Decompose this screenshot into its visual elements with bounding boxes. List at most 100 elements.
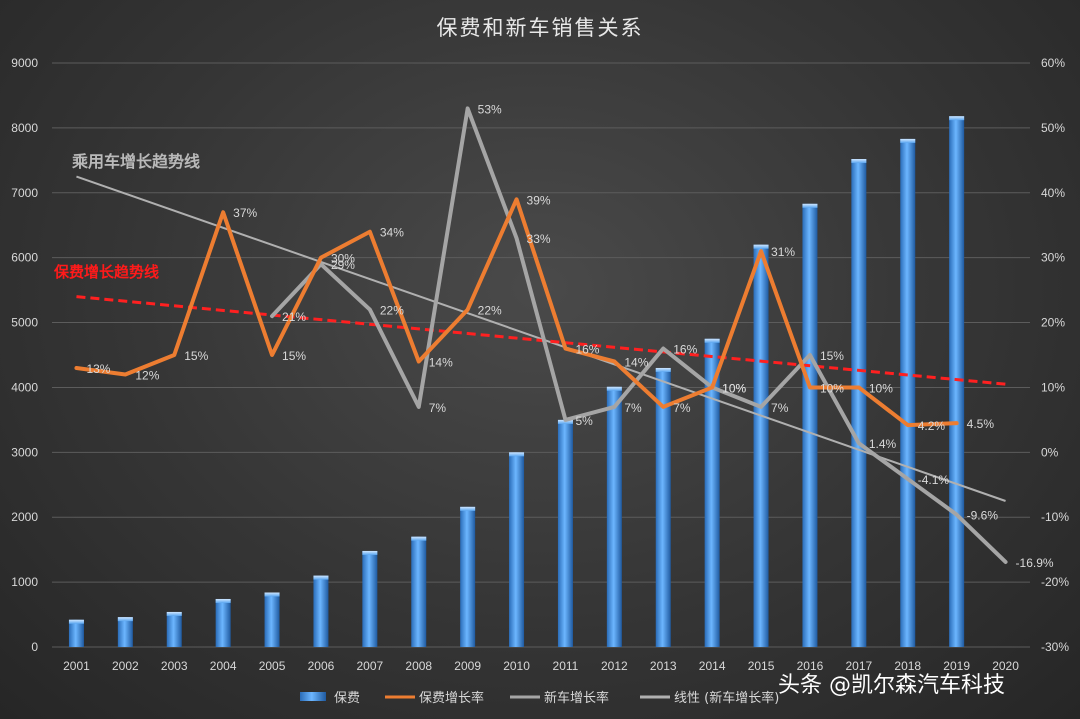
premium-bar: [802, 203, 818, 647]
x-tick-label: 2017: [845, 659, 872, 673]
car-growth-label: 5%: [575, 414, 593, 428]
x-tick-label: 2014: [699, 659, 726, 673]
premium-growth-label: 37%: [233, 206, 257, 220]
premium-bar: [264, 592, 280, 647]
premium-growth-label: 15%: [282, 349, 306, 363]
premium-bar-top: [460, 506, 476, 511]
right-tick-label: -30%: [1041, 640, 1069, 654]
premium-growth-label: 4.2%: [918, 419, 946, 433]
premium-growth-label: 39%: [527, 193, 551, 207]
x-tick-label: 2020: [992, 659, 1019, 673]
x-tick-label: 2007: [356, 659, 383, 673]
premium-bar-top: [68, 619, 84, 624]
car-growth-label: -9.6%: [967, 509, 999, 523]
premium-growth-label: 34%: [380, 226, 404, 240]
car-growth-label: 33%: [527, 232, 551, 246]
premium-bar-top: [606, 386, 622, 391]
premium-bar-top: [900, 138, 916, 143]
premium-bar: [117, 617, 133, 647]
left-axis: 0 1000 2000 3000 4000 5000 6000 7000 8000 9000: [11, 56, 38, 654]
data-labels: 13% 12% 15% 37% 15% 30% 34% 14% 22% 39% 16% 14% 7% 10…: [86, 102, 1053, 570]
premium-bar: [900, 138, 916, 648]
x-tick-label: 2016: [797, 659, 824, 673]
premium-bar: [557, 419, 573, 647]
premium-bar: [655, 367, 671, 647]
premium-bar: [362, 550, 378, 647]
car-growth-label: 7%: [624, 401, 642, 415]
premium-bar: [68, 619, 84, 647]
left-tick-label: 6000: [11, 251, 38, 265]
x-tick-label: 2011: [553, 659, 579, 673]
x-tick-label: 2002: [112, 659, 139, 673]
premium-bar: [460, 506, 476, 647]
premium-bar: [509, 452, 525, 647]
legend-label: 新车增长率: [544, 690, 609, 706]
left-tick-label: 2000: [11, 510, 38, 524]
premium-bar-top: [753, 244, 769, 249]
x-tick-label: 2005: [259, 659, 286, 673]
x-tick-label: 2009: [454, 659, 481, 673]
right-tick-label: -20%: [1041, 575, 1069, 589]
car-growth-line: [270, 106, 1008, 564]
right-tick-label: -10%: [1041, 510, 1069, 524]
x-tick-label: 2013: [650, 659, 677, 673]
premium-bar-top: [655, 367, 671, 372]
premium-bar-top: [362, 550, 378, 555]
premium-growth-label: 31%: [771, 245, 795, 259]
premium-trend-annotation: 保费增长趋势线: [53, 263, 159, 281]
x-tick-label: 2018: [894, 659, 921, 673]
premium-bar-top: [166, 611, 182, 616]
premium-growth-label: 12%: [135, 368, 159, 382]
car-growth-label: 10%: [722, 381, 746, 395]
x-tick-label: 2019: [943, 659, 970, 673]
watermark: 头条 @凯尔森汽车科技: [778, 673, 1005, 698]
premium-growth-label: 30%: [331, 252, 355, 266]
car-growth-label: -4.1%: [918, 473, 950, 487]
right-tick-label: 60%: [1041, 56, 1065, 70]
left-tick-label: 4000: [11, 380, 38, 394]
car-growth-label: 1.4%: [869, 437, 897, 451]
left-tick-label: 8000: [11, 121, 38, 135]
rate-lines: [74, 106, 1008, 564]
premium-bars: [68, 116, 965, 648]
premium-growth-label: 22%: [478, 304, 502, 318]
x-tick-label: 2008: [405, 659, 432, 673]
premium-bar-top: [802, 203, 818, 208]
premium-growth-line: [74, 197, 959, 428]
left-tick-label: 9000: [11, 56, 38, 70]
premium-bar-top: [704, 338, 720, 343]
x-tick-label: 2006: [308, 659, 335, 673]
x-tick-label: 2004: [210, 659, 237, 673]
car-growth-label: 7%: [429, 401, 447, 415]
car-growth-label: 16%: [673, 343, 697, 357]
right-tick-label: 40%: [1041, 186, 1065, 200]
car-trend-annotation: 乘用车增长趋势线: [71, 152, 200, 171]
car-growth-label: -16.9%: [1016, 556, 1054, 570]
left-tick-label: 1000: [11, 575, 38, 589]
premium-bar: [313, 575, 329, 647]
premium-bar: [166, 611, 182, 647]
premium-bar: [949, 116, 965, 648]
premium-bar-top: [264, 592, 280, 597]
x-tick-label: 2003: [161, 659, 188, 673]
car-growth-label: 21%: [282, 310, 306, 324]
premium-bar: [851, 159, 867, 647]
car-growth-label: 29%: [331, 258, 355, 272]
premium-bar-top: [215, 598, 231, 603]
premium-trend-line: [76, 295, 1006, 386]
premium-bar-top: [411, 536, 427, 541]
x-axis: 2001 2002 2003 2004 2005 2006 2007 2008 2009 2010…: [63, 659, 1019, 673]
premium-bar: [753, 244, 769, 647]
chart-title: 保费和新车销售关系: [437, 16, 644, 40]
premium-growth-label: 13%: [86, 362, 110, 376]
legend-label: 保费: [334, 691, 360, 706]
x-tick-label: 2010: [503, 659, 530, 673]
premium-growth-label: 4.5%: [967, 417, 995, 431]
premium-growth-label: 14%: [429, 355, 453, 369]
car-growth-label: 7%: [771, 401, 789, 415]
premium-bar: [411, 536, 427, 647]
premium-growth-label: 14%: [624, 355, 648, 369]
legend: 保费 保费增长率 新车增长率 线性 (新车增长率): [300, 690, 779, 706]
premium-growth-label: 10%: [820, 381, 844, 395]
right-tick-label: 20%: [1041, 316, 1065, 330]
